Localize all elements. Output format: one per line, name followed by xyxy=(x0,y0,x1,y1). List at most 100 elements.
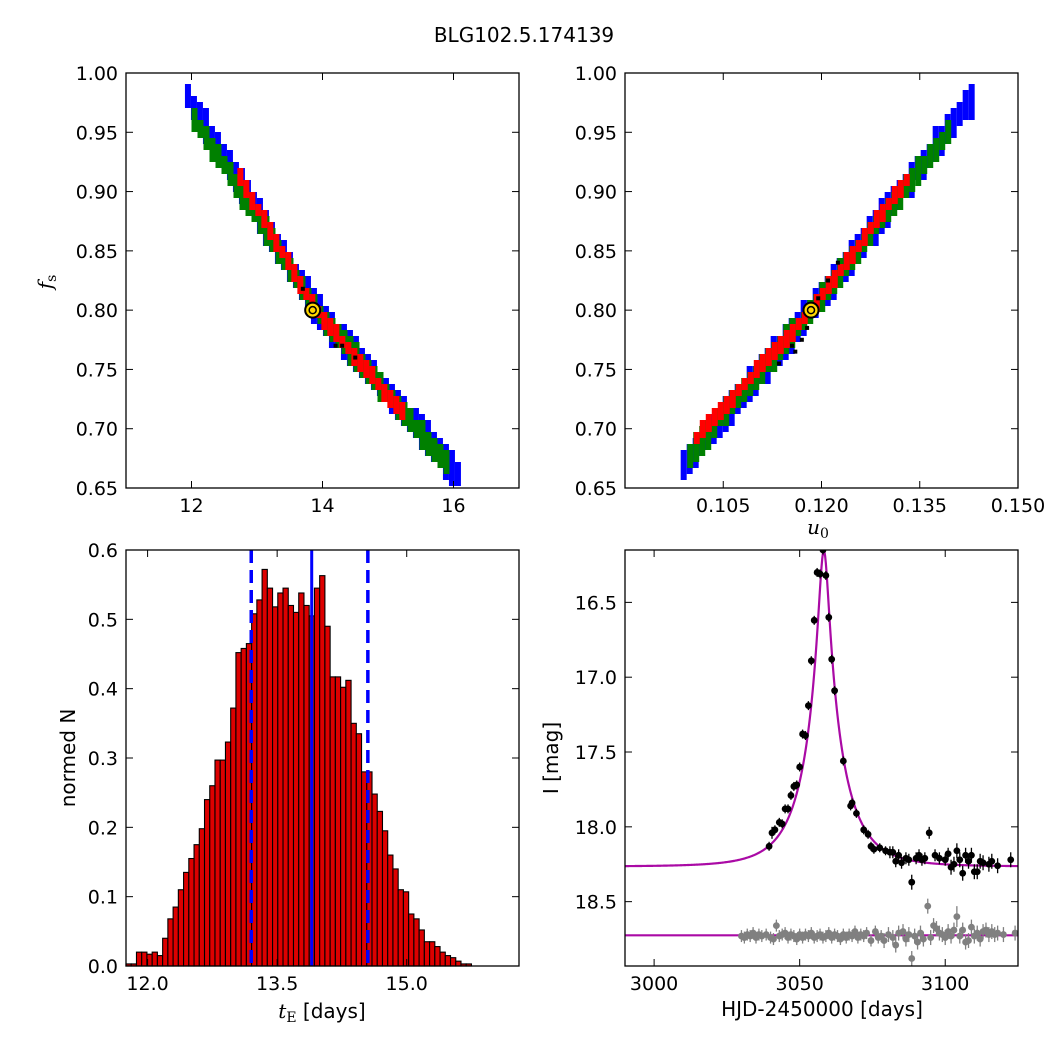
heatmap-cell xyxy=(945,120,952,144)
data-point xyxy=(1011,929,1018,937)
y-tick-label: 0.75 xyxy=(575,359,617,381)
y-tick-label: 0.90 xyxy=(575,182,617,204)
histogram-bar xyxy=(209,785,216,967)
histogram-bar xyxy=(240,647,247,967)
histogram-bar xyxy=(277,592,284,967)
y-tick-label: 0.85 xyxy=(76,241,118,263)
y-tick-label: 17.0 xyxy=(575,667,617,689)
plot-layer xyxy=(625,550,1018,966)
histogram-bar xyxy=(183,871,190,967)
heatmap-cell xyxy=(711,420,718,438)
heatmap-cell xyxy=(267,222,274,240)
histogram-bar xyxy=(334,676,342,967)
heatmap-cell xyxy=(251,204,258,222)
data-point xyxy=(892,941,900,949)
x-axis-label-main: u xyxy=(807,515,820,539)
data-point xyxy=(917,929,924,937)
heatmap-cell xyxy=(243,180,250,198)
data-point xyxy=(965,937,972,944)
heatmap-cell xyxy=(927,144,934,168)
y-tick-label: 0.0 xyxy=(88,956,118,978)
data-point xyxy=(968,923,975,931)
heatmap-cell xyxy=(956,102,963,126)
x-tick-label: 3000 xyxy=(630,973,678,995)
data-point xyxy=(905,856,913,864)
data-point xyxy=(973,868,981,876)
data-point xyxy=(965,857,972,865)
data-point xyxy=(959,869,967,877)
chain-sample-point xyxy=(805,325,810,330)
data-point xyxy=(921,854,929,862)
x-axis-label: u0 xyxy=(807,515,829,542)
histogram-bar xyxy=(413,918,420,967)
heatmap-cell xyxy=(897,180,904,198)
heatmap-layer xyxy=(680,84,975,480)
histogram-bar xyxy=(303,604,310,967)
data-point xyxy=(956,856,964,864)
series-black xyxy=(765,550,1015,890)
y-tick-label: 0.75 xyxy=(76,359,118,381)
chain-sample-point xyxy=(353,355,358,360)
histogram-bar xyxy=(329,676,336,967)
histogram-bar xyxy=(261,568,268,967)
x-axis-label-main: t xyxy=(278,999,287,1023)
model-curve xyxy=(625,550,1018,868)
heatmap-cell xyxy=(291,264,298,282)
data-point xyxy=(953,847,961,855)
histogram-bar xyxy=(324,625,331,967)
heatmap-cell xyxy=(399,402,406,420)
heatmap-cell xyxy=(387,390,394,408)
heatmap-cell xyxy=(891,186,898,204)
data-point xyxy=(899,928,907,935)
heatmap-cell xyxy=(825,276,832,294)
heatmap-cell xyxy=(321,312,328,330)
heatmap-cell xyxy=(257,210,264,234)
heatmap-cell xyxy=(909,168,916,192)
series-gray xyxy=(738,898,1018,966)
histogram-bar xyxy=(402,891,410,967)
heatmap-cell xyxy=(255,204,262,216)
chain-sample-point xyxy=(776,361,781,366)
heatmap-cell xyxy=(711,408,718,426)
histogram-bar xyxy=(287,604,295,967)
data-point xyxy=(956,932,964,940)
data-point xyxy=(908,878,916,886)
data-point xyxy=(898,859,905,867)
histogram-bar xyxy=(429,941,436,967)
x-tick-label: 3050 xyxy=(775,973,823,995)
heatmap-cell xyxy=(903,174,910,186)
heatmap-cell xyxy=(215,144,222,168)
data-point xyxy=(876,844,884,852)
chain-sample-point xyxy=(793,349,798,354)
data-point xyxy=(863,929,871,937)
histogram-bar xyxy=(198,828,206,967)
x-axis-label: tE [days] xyxy=(278,999,365,1026)
data-point xyxy=(1007,856,1015,864)
data-point xyxy=(822,572,830,579)
data-point xyxy=(950,860,958,868)
heatmap-cell xyxy=(303,288,310,300)
heatmap-cell xyxy=(783,330,790,348)
chain-sample-point xyxy=(799,337,804,342)
heatmap-cell xyxy=(723,396,730,414)
heatmap-cell xyxy=(843,252,850,270)
heatmap-cell xyxy=(237,168,244,186)
chain-sample-point xyxy=(340,343,345,348)
data-point xyxy=(784,805,792,813)
x-tick-label: 12.0 xyxy=(126,973,168,995)
histogram-bar xyxy=(319,575,326,967)
y-tick-label: 0.65 xyxy=(76,478,118,500)
histogram-bar xyxy=(292,611,300,967)
heatmap-cell xyxy=(203,126,210,150)
y-tick-label: 0.90 xyxy=(76,182,118,204)
data-point xyxy=(807,657,815,665)
histogram-bars xyxy=(125,568,473,967)
histogram-bar xyxy=(444,955,452,967)
data-point xyxy=(810,616,818,624)
heatmap-cell xyxy=(425,432,432,456)
data-point xyxy=(819,550,827,554)
data-point xyxy=(905,931,913,938)
y-tick-label: 17.5 xyxy=(575,742,617,764)
heatmap-cell xyxy=(261,210,268,228)
